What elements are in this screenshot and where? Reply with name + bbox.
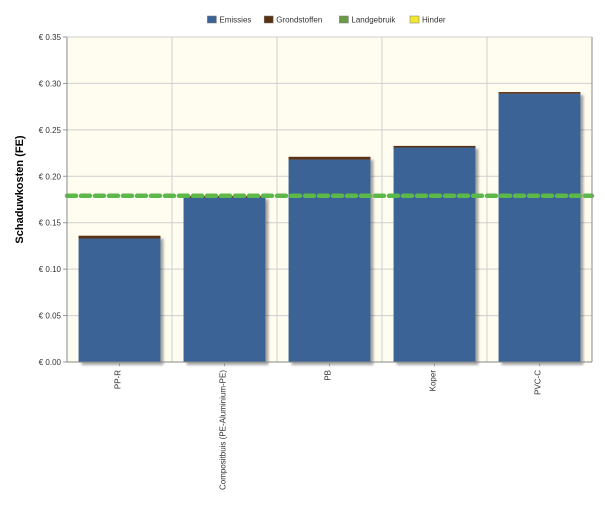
- bar-segment: [393, 147, 476, 362]
- bar-segment: [288, 156, 371, 160]
- x-category-label: PB: [324, 370, 333, 381]
- bar-segment: [78, 238, 161, 362]
- bar-stack: [78, 235, 161, 362]
- y-tick-label: € 0.25: [39, 126, 62, 135]
- bar-stack: [288, 156, 371, 362]
- bars: [78, 92, 581, 363]
- bar-segment: [78, 235, 161, 239]
- legend-swatch: [263, 15, 274, 24]
- y-tick-label: € 0.10: [39, 265, 62, 274]
- y-tick-label: € 0.35: [39, 33, 62, 42]
- legend-swatch: [207, 15, 217, 24]
- y-tick-label: € 0.20: [39, 172, 62, 181]
- legend-item: Grondstoffen: [263, 15, 322, 25]
- legend-label: Grondstoffen: [276, 16, 322, 25]
- bar-segment: [498, 92, 581, 94]
- y-tick-label: € 0.05: [39, 312, 62, 321]
- bar-segment: [498, 93, 581, 363]
- x-category-label: PVC-C: [534, 370, 543, 395]
- x-category-label: Koper: [429, 370, 438, 392]
- y-tick-label: € 0.30: [39, 79, 62, 88]
- bar-segment: [288, 159, 371, 362]
- bar-segment: [393, 145, 476, 148]
- legend-item: Hinder: [409, 15, 446, 25]
- y-tick-label: € 0.15: [39, 219, 62, 228]
- legend-item: Emissies: [207, 16, 251, 25]
- legend-label: Landgebruik: [351, 16, 396, 25]
- legend-swatch: [339, 15, 349, 24]
- y-tick-label: € 0.00: [39, 358, 62, 367]
- axes: € 0.00 € 0.05 € 0.10 € 0.15 € 0.20 € 0.25 € 0.…: [39, 33, 593, 490]
- legend-label: Hinder: [422, 16, 446, 25]
- legend-swatch: [409, 15, 420, 24]
- legend: Emissies Grondstoffen Landgebruik Hinder: [207, 16, 446, 25]
- x-category-label: PP-R: [114, 370, 123, 389]
- legend-label: Emissies: [219, 16, 251, 25]
- y-axis-title: Schaduwkosten (FE): [14, 135, 26, 244]
- bar-stack: [393, 145, 476, 362]
- x-category-label: Compositbuis (PE-Aluminium-PE): [219, 370, 228, 490]
- bar-stack: [183, 196, 266, 362]
- legend-item: Landgebruik: [339, 16, 396, 25]
- bar-segment: [183, 197, 266, 362]
- bar-stack: [498, 92, 581, 363]
